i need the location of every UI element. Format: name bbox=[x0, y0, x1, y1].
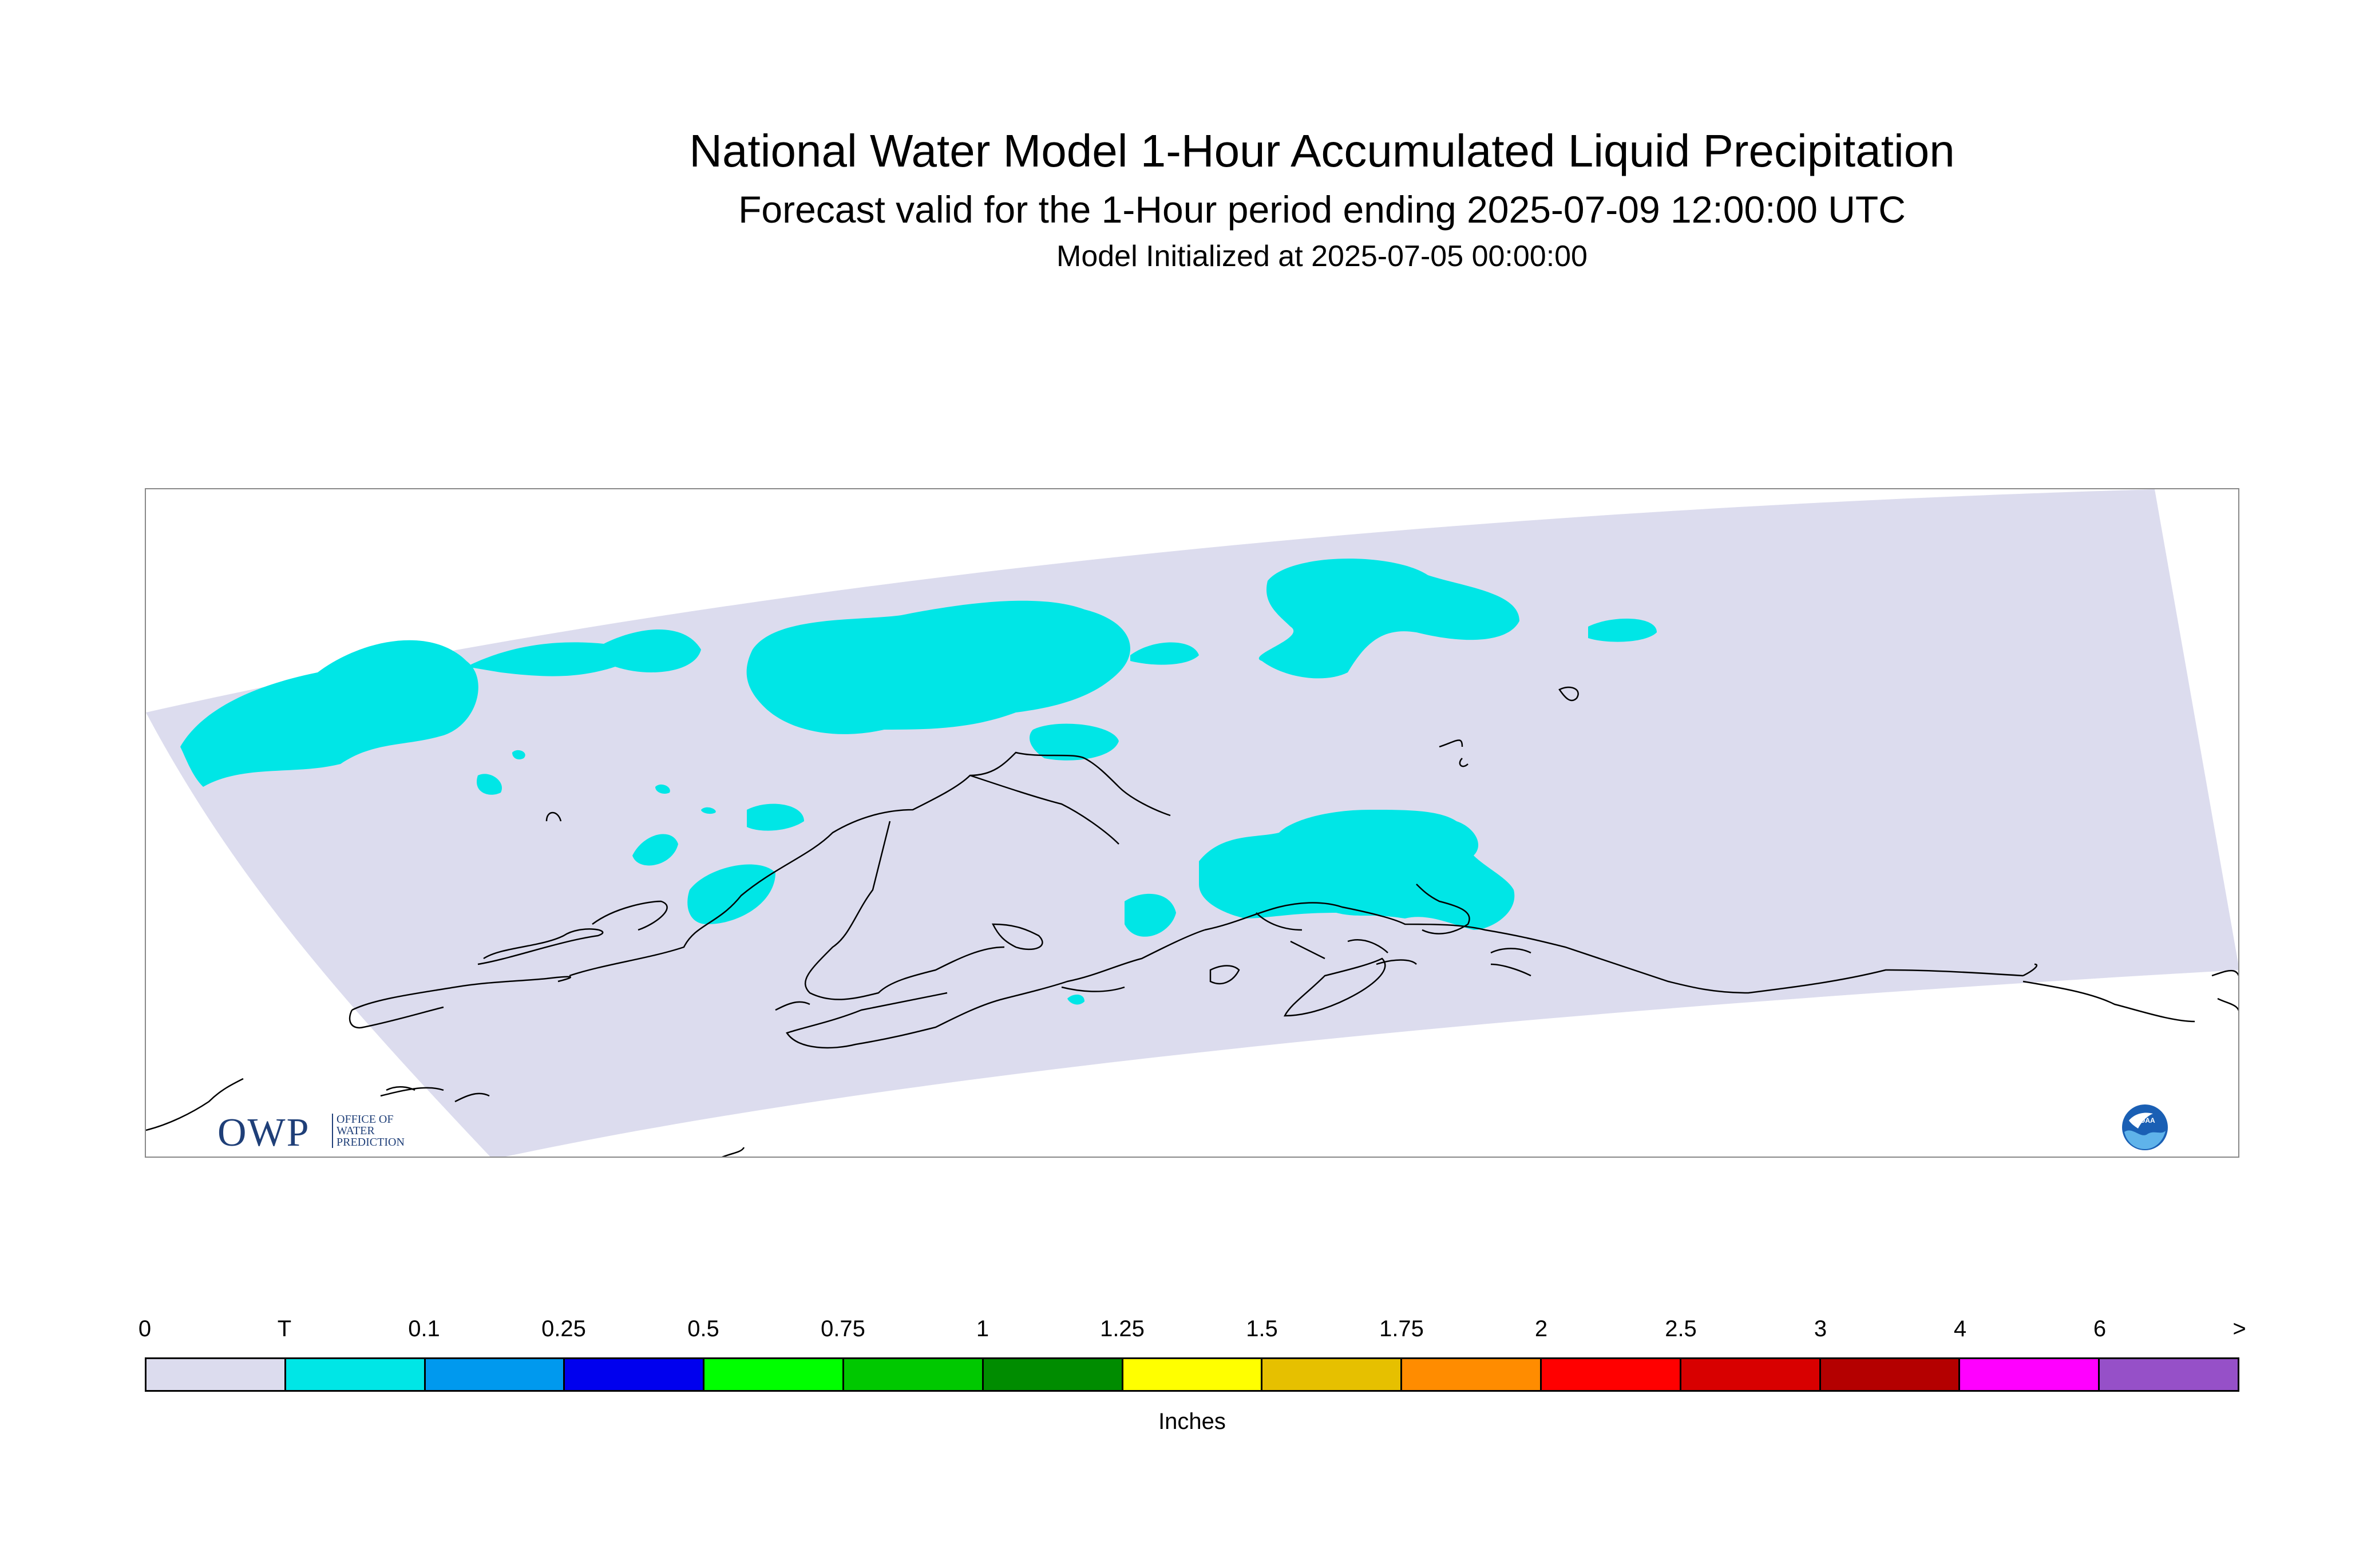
legend-swatch bbox=[2100, 1359, 2238, 1390]
map-title: National Water Model 1-Hour Accumulated … bbox=[689, 125, 1955, 176]
legend-tick-label: 4 bbox=[1953, 1316, 1967, 1341]
model-init-line: Model Initialized at 2025-07-05 00:00:00 bbox=[1056, 240, 1588, 273]
precip-trace-areas bbox=[180, 559, 1657, 1005]
legend-tick-label: 0.5 bbox=[687, 1316, 719, 1341]
legend-tick-label: T bbox=[277, 1316, 292, 1341]
alaska-precip-map bbox=[146, 489, 2238, 1157]
legend-swatch bbox=[1123, 1359, 1263, 1390]
owp-logo: OWP OFFICE OF WATER PREDICTION bbox=[217, 1110, 435, 1155]
owp-line-1: OFFICE OF bbox=[337, 1113, 394, 1126]
legend-tick-label: 0.75 bbox=[821, 1316, 865, 1341]
legend-tick-label: > bbox=[2232, 1316, 2246, 1341]
owp-logo-letters: OWP bbox=[217, 1111, 310, 1155]
owp-logo-wordmark: OFFICE OF WATER PREDICTION bbox=[332, 1114, 405, 1148]
legend-tick-label: 1.25 bbox=[1100, 1316, 1145, 1341]
owp-line-3: PREDICTION bbox=[337, 1136, 405, 1149]
legend-tick-label: 1.75 bbox=[1379, 1316, 1424, 1341]
legend-tick-label: 6 bbox=[2093, 1316, 2107, 1341]
model-domain-area bbox=[146, 489, 2238, 1157]
legend-tick-label: 2.5 bbox=[1665, 1316, 1697, 1341]
legend-swatch bbox=[704, 1359, 844, 1390]
legend-tick-label: 0.1 bbox=[408, 1316, 440, 1341]
legend-swatch bbox=[1262, 1359, 1403, 1390]
legend-swatch bbox=[844, 1359, 984, 1390]
legend-swatch bbox=[425, 1359, 565, 1390]
legend-swatch bbox=[1820, 1359, 1961, 1390]
legend-swatch bbox=[1541, 1359, 1681, 1390]
legend-color-bar bbox=[145, 1357, 2239, 1392]
legend-swatch bbox=[565, 1359, 705, 1390]
legend-swatch bbox=[1681, 1359, 1821, 1390]
map-panel bbox=[145, 488, 2239, 1158]
noaa-text: NOAA bbox=[2135, 1116, 2155, 1124]
legend-swatch bbox=[1402, 1359, 1542, 1390]
legend-swatch bbox=[147, 1359, 286, 1390]
legend-tick-label: 2 bbox=[1534, 1316, 1548, 1341]
legend-tick-label: 1.5 bbox=[1246, 1316, 1278, 1341]
legend-tick-label: 1 bbox=[976, 1316, 989, 1341]
forecast-valid-subtitle: Forecast valid for the 1-Hour period end… bbox=[738, 188, 1906, 231]
legend-swatch bbox=[983, 1359, 1123, 1390]
legend-tick-label: 0 bbox=[138, 1316, 152, 1341]
coastlines bbox=[146, 686, 2238, 1157]
legend-swatch bbox=[286, 1359, 426, 1390]
owp-line-2: WATER bbox=[337, 1124, 375, 1137]
legend-units: Inches bbox=[1158, 1409, 1226, 1434]
noaa-logo: NOAA bbox=[2122, 1104, 2168, 1150]
legend-swatch bbox=[1960, 1359, 2100, 1390]
legend-tick-label: 0.25 bbox=[541, 1316, 586, 1341]
legend-tick-label: 3 bbox=[1814, 1316, 1827, 1341]
